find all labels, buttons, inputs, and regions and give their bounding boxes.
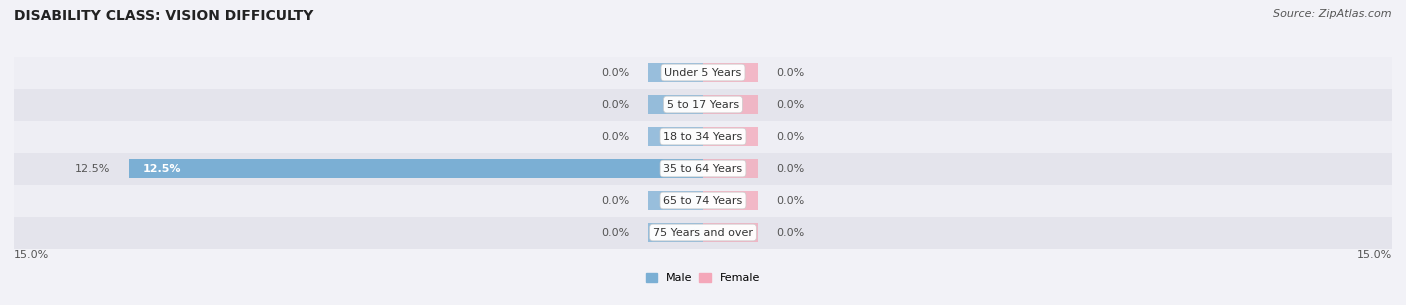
Legend: Male, Female: Male, Female	[641, 268, 765, 288]
Text: 15.0%: 15.0%	[14, 250, 49, 260]
Bar	[648, 127, 703, 146]
Bar	[14, 88, 1392, 120]
Bar	[14, 120, 1392, 152]
Text: 0.0%: 0.0%	[776, 163, 804, 174]
Text: 0.0%: 0.0%	[776, 99, 804, 109]
Bar	[648, 223, 703, 242]
Text: 0.0%: 0.0%	[602, 67, 630, 77]
Bar	[648, 95, 703, 114]
Text: Source: ZipAtlas.com: Source: ZipAtlas.com	[1274, 9, 1392, 19]
Bar	[703, 127, 758, 146]
Bar	[703, 159, 758, 178]
Bar	[14, 185, 1392, 217]
Text: 0.0%: 0.0%	[602, 228, 630, 238]
Text: 12.5%: 12.5%	[142, 163, 181, 174]
Text: 12.5%: 12.5%	[75, 163, 111, 174]
Text: 18 to 34 Years: 18 to 34 Years	[664, 131, 742, 142]
Bar	[703, 63, 758, 82]
Bar	[703, 95, 758, 114]
Bar	[703, 223, 758, 242]
Bar	[14, 217, 1392, 249]
Text: 0.0%: 0.0%	[602, 196, 630, 206]
Text: Under 5 Years: Under 5 Years	[665, 67, 741, 77]
Bar	[129, 159, 703, 178]
Text: 35 to 64 Years: 35 to 64 Years	[664, 163, 742, 174]
Text: 0.0%: 0.0%	[776, 131, 804, 142]
Bar	[14, 152, 1392, 185]
Text: 0.0%: 0.0%	[776, 228, 804, 238]
Bar	[14, 56, 1392, 88]
Text: 75 Years and over: 75 Years and over	[652, 228, 754, 238]
Text: DISABILITY CLASS: VISION DIFFICULTY: DISABILITY CLASS: VISION DIFFICULTY	[14, 9, 314, 23]
Text: 15.0%: 15.0%	[1357, 250, 1392, 260]
Text: 65 to 74 Years: 65 to 74 Years	[664, 196, 742, 206]
Text: 0.0%: 0.0%	[776, 67, 804, 77]
Text: 0.0%: 0.0%	[602, 99, 630, 109]
Bar	[648, 63, 703, 82]
Text: 0.0%: 0.0%	[602, 131, 630, 142]
Text: 0.0%: 0.0%	[776, 196, 804, 206]
Text: 5 to 17 Years: 5 to 17 Years	[666, 99, 740, 109]
Bar	[703, 191, 758, 210]
Bar	[648, 191, 703, 210]
